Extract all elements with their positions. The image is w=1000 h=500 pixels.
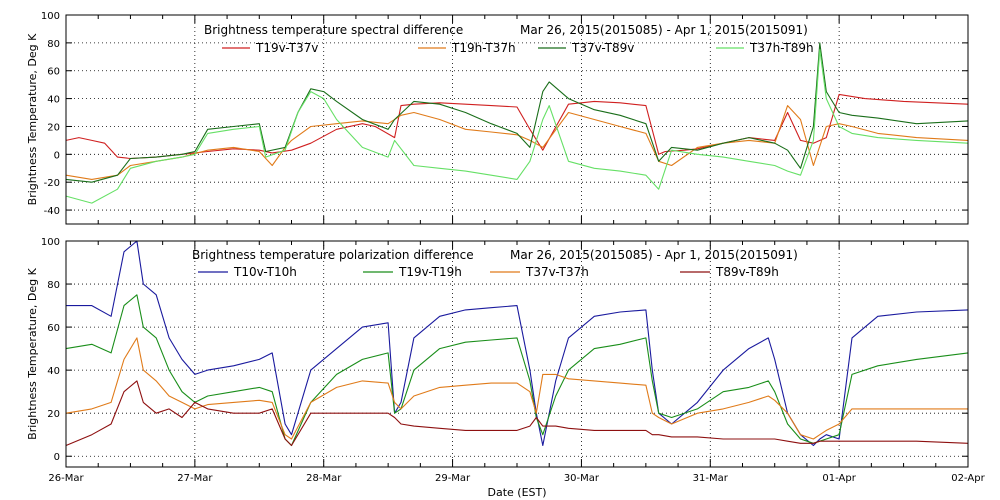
series-line-t37h-t89h [65,49,969,204]
y-tick-label: 80 [47,280,60,291]
y-tick-label: 60 [47,67,60,78]
y-tick-label: 100 [41,11,60,22]
y-axis-label: Brightness Temperature, Deg K [26,267,39,439]
x-tick-label: 26-Mar [48,473,84,484]
y-tick-label: -20 [44,178,60,189]
legend-label: T37v-T89v [571,41,634,55]
legend-label: T37v-T37h [525,265,589,279]
legend-label: T89v-T89h [715,265,779,279]
x-tick-label: 31-Mar [693,473,729,484]
series-line-t37v-t89v [65,42,969,183]
panel-date-range: Mar 26, 2015(2015085) - Apr 1, 2015(2015… [510,248,798,262]
panel-title: Brightness temperature spectral differen… [204,23,463,37]
y-tick-label: 60 [47,323,60,334]
legend-label: T19v-T37v [255,41,318,55]
series-line-t89v-t89h [65,380,969,447]
x-axis-label: Date (EST) [487,486,546,499]
y-axis-label: Brightness Temperature, Deg K [26,33,39,205]
y-tick-label: 20 [47,409,60,420]
x-tick-label: 30-Mar [564,473,600,484]
legend-label: T37h-T89h [749,41,814,55]
y-tick-label: 80 [47,39,60,50]
series-line-t19h-t37h [65,105,969,180]
y-tick-label: 20 [47,122,60,133]
y-tick-label: 0 [54,150,60,161]
polarization-difference-panel: 0 20 40 60 80 100 Brightness temperature polar… [26,237,986,499]
plot-frame [65,14,969,225]
plot-frame [65,240,969,468]
x-tick-label: 02-Apr [951,473,985,484]
legend-label: T19h-T37h [451,41,516,55]
series-line-t37v-t37h [65,337,968,440]
series-line-t19v-t19h [65,294,969,447]
legend-label: T19v-T19h [398,265,462,279]
x-tick-label: 28-Mar [306,473,342,484]
y-tick-label: 100 [41,237,60,248]
y-tick-label: 40 [47,95,60,106]
y-tick-label: -40 [44,206,60,217]
panel-date-range: Mar 26, 2015(2015085) - Apr 1, 2015(2015… [520,23,808,37]
x-tick-label: 29-Mar [435,473,471,484]
x-tick-label: 01-Apr [822,473,856,484]
panel-title: Brightness temperature polarization diff… [192,248,474,262]
y-tick-label: 0 [54,452,60,463]
x-tick-label: 27-Mar [177,473,213,484]
series-line-t19v-t37v [65,93,969,160]
spectral-difference-panel: -40 -20 0 20 40 60 80 100 Brightness temperature… [26,11,969,225]
legend-label: T10v-T10h [233,265,297,279]
y-tick-label: 40 [47,366,60,377]
